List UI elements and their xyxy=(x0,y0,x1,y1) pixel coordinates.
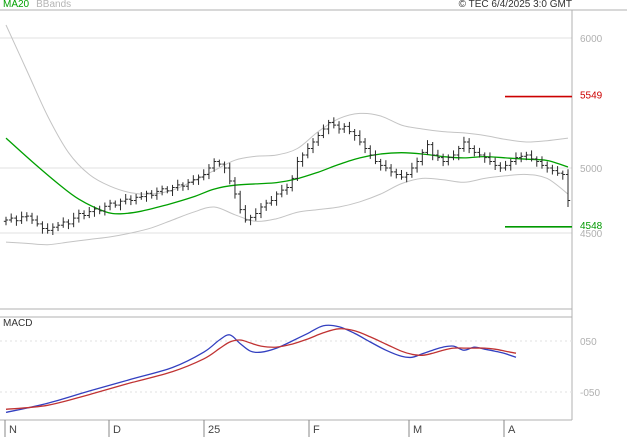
month-label: M xyxy=(413,424,422,436)
price-axis-label: 4500 xyxy=(580,229,603,240)
month-label: F xyxy=(313,424,320,436)
macd-axis-label: 050 xyxy=(580,337,597,348)
support-level-label: 4548 xyxy=(580,221,603,232)
month-label: N xyxy=(9,424,17,436)
month-label: 25 xyxy=(208,424,220,436)
month-label: D xyxy=(113,424,121,436)
macd-axis-label: -050 xyxy=(580,388,600,399)
resistance-level-label: 5549 xyxy=(580,91,603,102)
price-axis-label: 5000 xyxy=(580,164,603,175)
price-axis-label: 6000 xyxy=(580,34,603,45)
bbands-legend-label: BBands xyxy=(36,0,72,10)
month-label: A xyxy=(508,424,516,436)
copyright-text: © TEC 6/4/2025 3:0 GMT xyxy=(458,0,572,10)
signal-line xyxy=(5,328,517,410)
bollinger-lower-line xyxy=(5,173,569,246)
macd-panel-label: MACD xyxy=(3,318,33,329)
bollinger-upper-line xyxy=(5,24,569,195)
indicator-legend: MA20 BBands xyxy=(3,0,78,10)
ma20-legend-label: MA20 xyxy=(3,0,30,10)
ma20-line xyxy=(5,137,569,215)
macd-line xyxy=(5,324,517,414)
